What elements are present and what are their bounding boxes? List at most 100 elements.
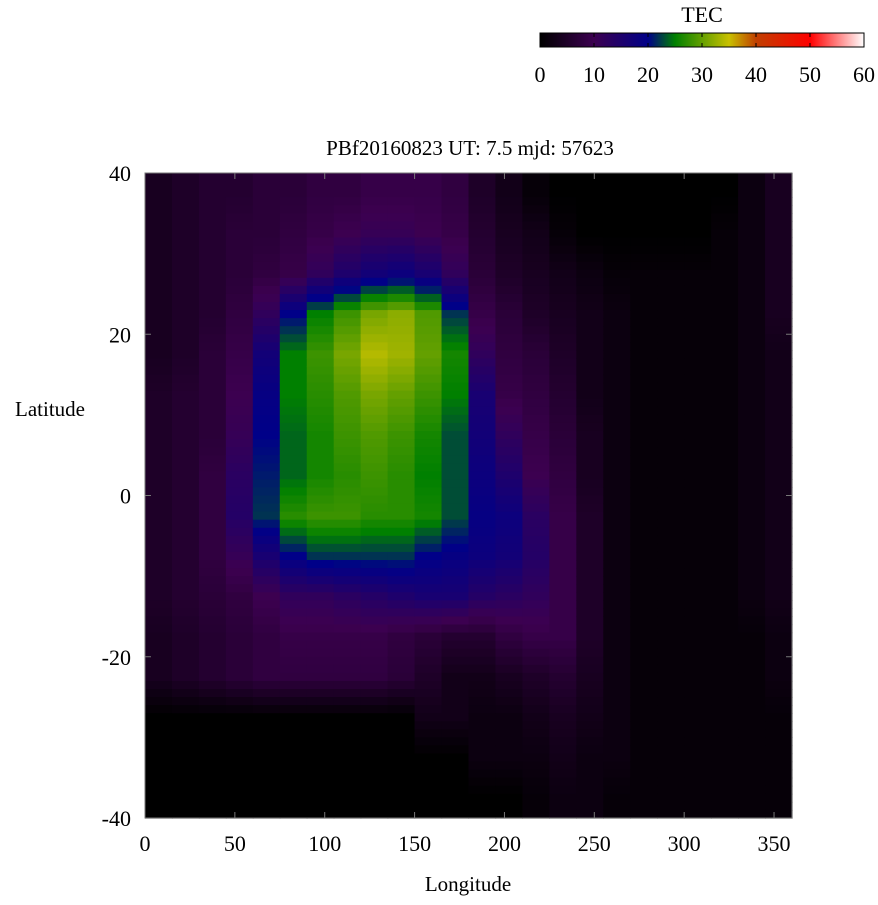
heatmap-cell	[225, 648, 254, 658]
heatmap-cell	[441, 181, 470, 190]
heatmap-cell	[711, 229, 739, 239]
heatmap-cell	[252, 535, 281, 545]
heatmap-cell	[414, 302, 443, 311]
heatmap-cell	[225, 422, 254, 432]
heatmap-cell	[684, 632, 712, 642]
heatmap-cell	[171, 318, 200, 327]
heatmap-cell	[414, 495, 443, 505]
heatmap-cell	[279, 439, 308, 448]
heatmap-cell	[252, 439, 281, 448]
heatmap-cell	[765, 624, 793, 634]
heatmap-cell	[630, 447, 658, 456]
heatmap-cell	[145, 358, 173, 368]
heatmap-cell	[360, 302, 389, 311]
heatmap-cell	[657, 560, 685, 569]
heatmap-cell	[360, 398, 389, 408]
heatmap-cell	[657, 431, 685, 440]
heatmap-cell	[387, 793, 416, 803]
heatmap-cell	[387, 253, 416, 263]
heatmap-cell	[765, 422, 793, 432]
heatmap-cell	[738, 640, 766, 650]
heatmap-cell	[522, 422, 550, 432]
heatmap-cell	[630, 471, 658, 480]
heatmap-cell	[549, 197, 577, 206]
colorbar-tick-label: 20	[637, 62, 659, 87]
heatmap-cell	[765, 551, 793, 561]
heatmap-cell	[630, 350, 658, 360]
heatmap-cell	[738, 648, 766, 658]
heatmap-cell	[603, 471, 631, 480]
heatmap-cell	[198, 527, 227, 537]
heatmap-cell	[145, 439, 173, 448]
heatmap-cell	[684, 406, 712, 416]
heatmap-cell	[441, 801, 470, 811]
heatmap-cell	[603, 648, 631, 658]
heatmap-cell	[414, 745, 443, 755]
heatmap-cell	[657, 535, 685, 545]
heatmap-cell	[630, 511, 658, 521]
heatmap-cell	[603, 439, 631, 448]
heatmap-cell	[495, 705, 524, 714]
heatmap-cell	[145, 705, 173, 714]
heatmap-cell	[684, 398, 712, 408]
heatmap-cell	[279, 334, 308, 343]
heatmap-cell	[576, 672, 604, 682]
heatmap-cell	[468, 793, 497, 803]
x-tick-label: 250	[578, 831, 611, 856]
heatmap-cell	[522, 350, 550, 360]
heatmap-cell	[333, 245, 362, 255]
heatmap-cell	[333, 422, 362, 432]
heatmap-cell	[765, 310, 793, 319]
heatmap-cell	[171, 366, 200, 376]
heatmap-cell	[576, 173, 604, 182]
heatmap-cell	[657, 697, 685, 706]
heatmap-cell	[198, 721, 227, 730]
heatmap-cell	[441, 608, 470, 618]
heatmap-cell	[360, 551, 389, 561]
heatmap-cell	[441, 527, 470, 537]
heatmap-cell	[225, 705, 254, 714]
heatmap-cell	[360, 197, 389, 206]
heatmap-cell	[145, 406, 173, 416]
heatmap-cell	[765, 334, 793, 343]
heatmap-cell	[495, 277, 524, 287]
heatmap-cell	[576, 181, 604, 190]
heatmap-cell	[522, 431, 550, 440]
heatmap-cell	[522, 221, 550, 231]
heatmap-cell	[657, 261, 685, 271]
heatmap-cell	[468, 285, 497, 295]
heatmap-cell	[414, 245, 443, 255]
heatmap-cell	[468, 479, 497, 489]
heatmap-cell	[657, 479, 685, 489]
heatmap-cell	[441, 205, 470, 214]
heatmap-cell	[738, 721, 766, 730]
heatmap-cell	[252, 406, 281, 416]
heatmap-cell	[576, 793, 604, 803]
heatmap-cell	[414, 689, 443, 698]
heatmap-cell	[468, 640, 497, 650]
heatmap-cell	[441, 358, 470, 368]
heatmap-cell	[441, 293, 470, 303]
heatmap-cell	[738, 229, 766, 239]
heatmap-cell	[684, 390, 712, 400]
heatmap-cell	[414, 366, 443, 376]
heatmap-cell	[765, 745, 793, 755]
heatmap-cell	[711, 632, 739, 642]
heatmap-cell	[738, 713, 766, 722]
heatmap-cell	[198, 487, 227, 497]
heatmap-cell	[576, 213, 604, 222]
heatmap-cell	[765, 439, 793, 448]
heatmap-cell	[333, 503, 362, 513]
heatmap-cell	[522, 624, 550, 634]
heatmap-cell	[765, 495, 793, 505]
heatmap-cell	[549, 229, 577, 239]
heatmap-cell	[522, 390, 550, 400]
heatmap-cell	[198, 568, 227, 577]
heatmap-cell	[657, 608, 685, 618]
heatmap-cell	[145, 463, 173, 472]
heatmap-cell	[225, 205, 254, 214]
heatmap-cell	[333, 568, 362, 577]
heatmap-cell	[306, 697, 335, 706]
heatmap-cell	[495, 221, 524, 231]
heatmap-cell	[414, 350, 443, 360]
